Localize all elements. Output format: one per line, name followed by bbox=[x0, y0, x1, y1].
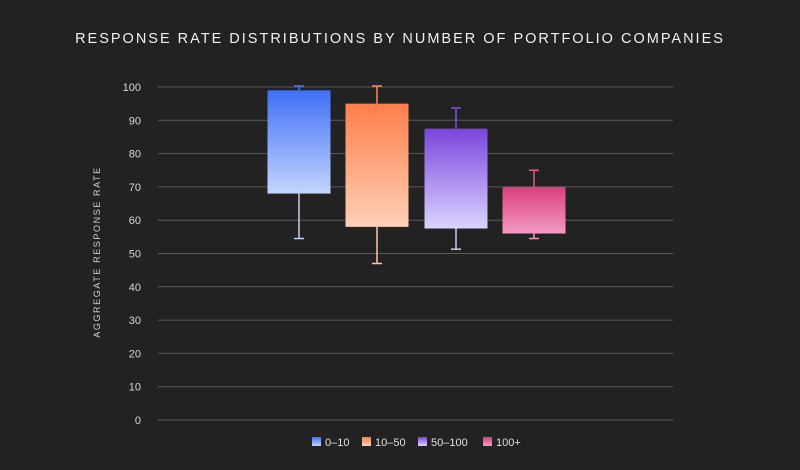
legend-swatch-4 bbox=[483, 437, 492, 446]
legend-item-4: 100+ bbox=[483, 437, 521, 449]
y-tick-label-0: 0 bbox=[135, 415, 141, 427]
legend-item-1: 0–10 bbox=[312, 437, 349, 449]
legend-label-3: 50–100 bbox=[431, 437, 468, 449]
y-tick-label-50: 50 bbox=[129, 249, 141, 261]
y-tick-label-90: 90 bbox=[129, 115, 141, 127]
legend-label-1: 0–10 bbox=[325, 437, 349, 449]
legend-label-4: 100+ bbox=[496, 437, 521, 449]
legend: 0–10 10–50 50–100 100+ bbox=[312, 437, 521, 449]
legend-label-2: 10–50 bbox=[375, 437, 406, 449]
legend-swatch-2 bbox=[362, 437, 371, 446]
chart-title: RESPONSE RATE DISTRIBUTIONS BY NUMBER OF… bbox=[75, 31, 725, 47]
y-tick-label-20: 20 bbox=[129, 348, 141, 360]
y-tick-label-40: 40 bbox=[129, 282, 141, 294]
y-tick-label-30: 30 bbox=[129, 315, 141, 327]
box-4 bbox=[502, 169, 566, 240]
box-body-1 bbox=[267, 90, 331, 194]
grid-lines bbox=[158, 86, 673, 421]
box-body-2 bbox=[345, 103, 409, 227]
box-2 bbox=[345, 85, 409, 265]
legend-swatch-3 bbox=[418, 437, 427, 446]
y-axis-label: AGGREGATE RESPONSE RATE bbox=[92, 166, 102, 338]
legend-item-2: 10–50 bbox=[362, 437, 406, 449]
y-tick-label-80: 80 bbox=[129, 149, 141, 161]
box-body-3 bbox=[424, 128, 488, 229]
y-tick-label-70: 70 bbox=[129, 182, 141, 194]
boxes bbox=[267, 85, 566, 265]
box-1 bbox=[267, 85, 331, 240]
y-tick-label-10: 10 bbox=[129, 382, 141, 394]
y-tick-label-100: 100 bbox=[123, 82, 141, 94]
y-tick-label-60: 60 bbox=[129, 215, 141, 227]
box-body-4 bbox=[502, 186, 566, 234]
y-axis-ticks: 0 10 20 30 40 50 60 70 80 90 100 bbox=[123, 82, 141, 427]
legend-item-3: 50–100 bbox=[418, 437, 468, 449]
box-3 bbox=[424, 107, 488, 250]
legend-swatch-1 bbox=[312, 437, 321, 446]
